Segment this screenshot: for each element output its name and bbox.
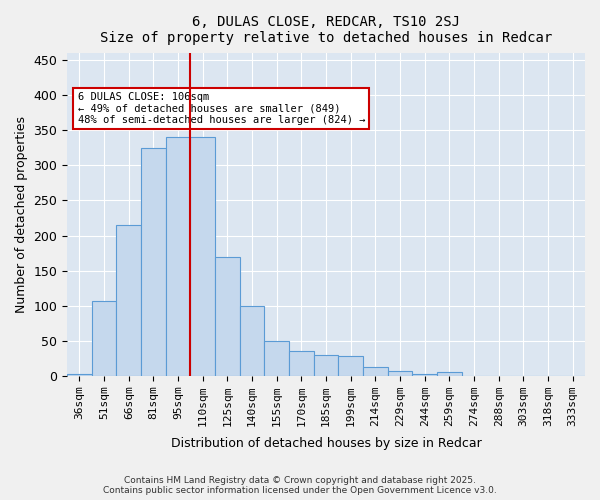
Bar — [388, 372, 412, 376]
Bar — [240, 306, 265, 376]
Bar — [67, 374, 92, 376]
Title: 6, DULAS CLOSE, REDCAR, TS10 2SJ
Size of property relative to detached houses in: 6, DULAS CLOSE, REDCAR, TS10 2SJ Size of… — [100, 15, 552, 45]
Bar — [412, 374, 437, 376]
Bar — [141, 148, 166, 376]
Bar — [289, 351, 314, 376]
Bar — [190, 138, 215, 376]
Bar — [265, 340, 289, 376]
Bar — [314, 354, 338, 376]
Bar — [116, 225, 141, 376]
Bar — [215, 256, 240, 376]
Bar — [338, 356, 363, 376]
Bar — [363, 366, 388, 376]
X-axis label: Distribution of detached houses by size in Redcar: Distribution of detached houses by size … — [171, 437, 481, 450]
Text: Contains HM Land Registry data © Crown copyright and database right 2025.
Contai: Contains HM Land Registry data © Crown c… — [103, 476, 497, 495]
Text: 6 DULAS CLOSE: 106sqm
← 49% of detached houses are smaller (849)
48% of semi-det: 6 DULAS CLOSE: 106sqm ← 49% of detached … — [77, 92, 365, 125]
Bar — [92, 300, 116, 376]
Y-axis label: Number of detached properties: Number of detached properties — [15, 116, 28, 313]
Bar — [437, 372, 462, 376]
Bar — [166, 138, 190, 376]
